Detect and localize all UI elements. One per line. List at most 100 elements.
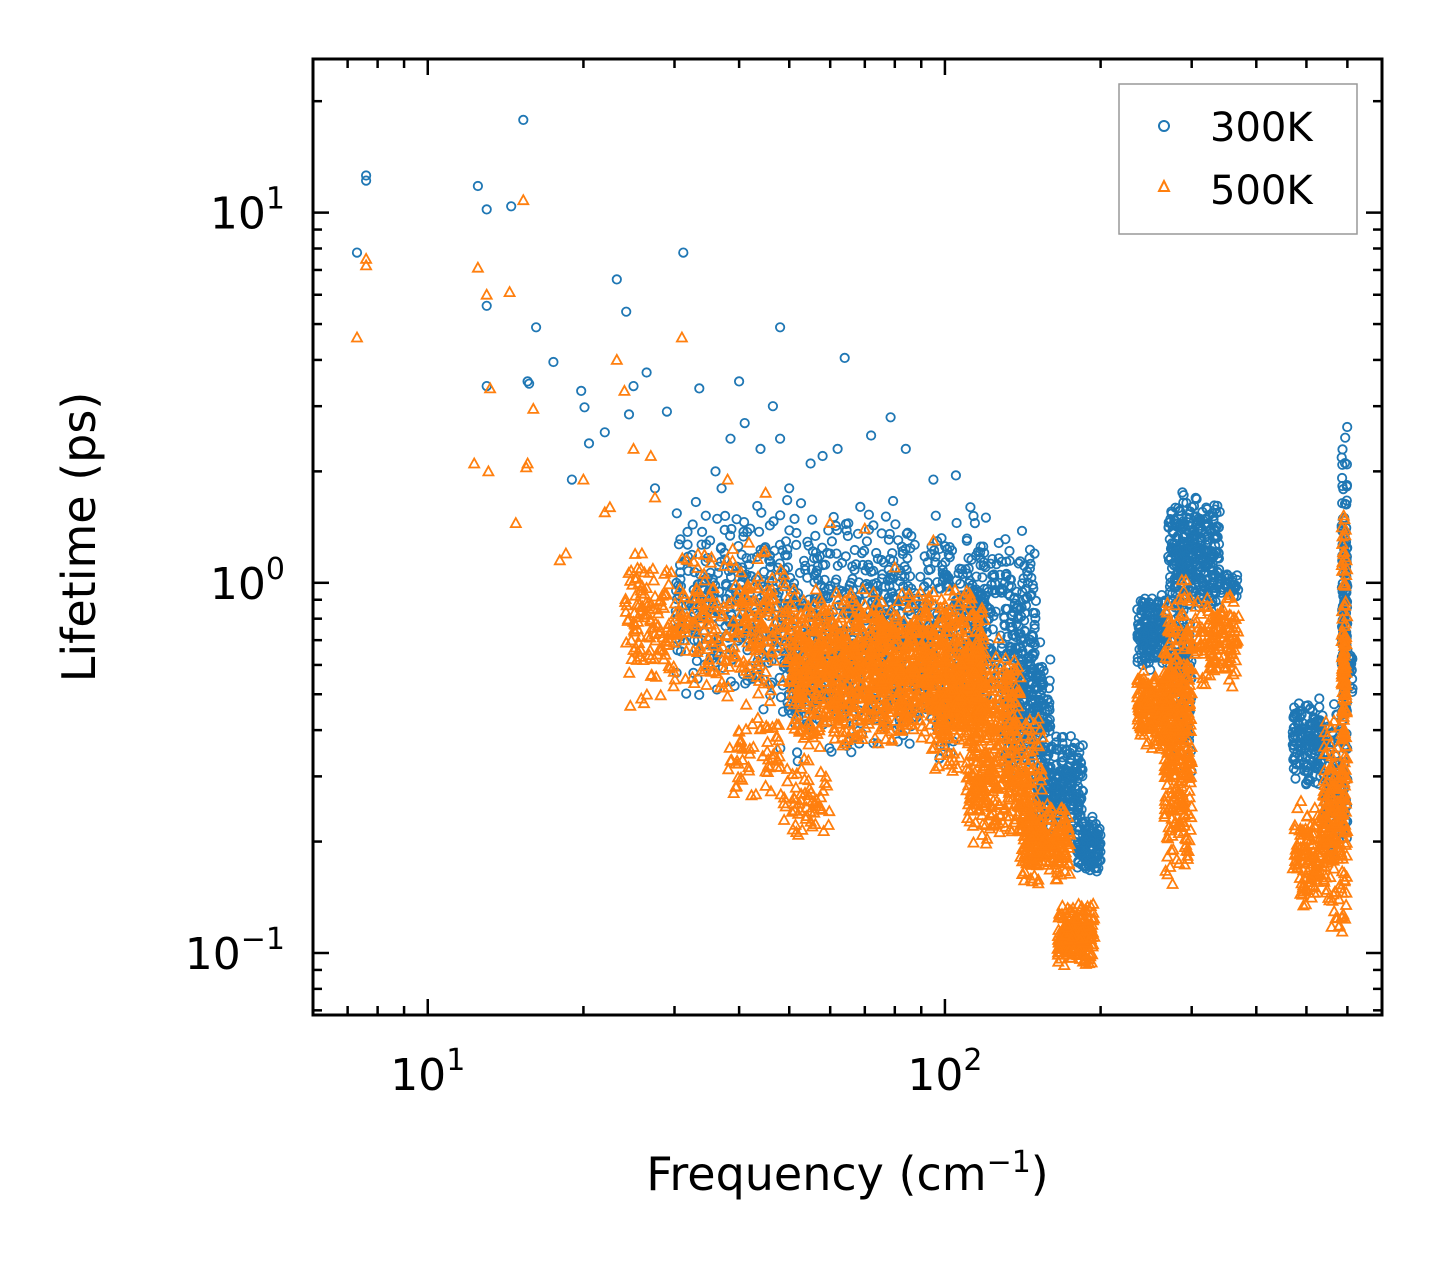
point-300K-667 [941, 578, 952, 589]
point-300K-1415 [1007, 610, 1018, 622]
point-300K-231 [871, 547, 882, 559]
point-300K-240 [782, 562, 794, 573]
point-300K-733 [840, 518, 852, 530]
point-300K-2244 [1149, 607, 1160, 619]
point-300K-736 [687, 519, 698, 530]
point-300K-438 [738, 516, 750, 528]
point-300K-675 [868, 520, 879, 531]
point-300K-67 [789, 513, 800, 525]
point-300K-658 [930, 557, 941, 568]
point-300K-175 [909, 539, 920, 550]
point-300K-1664 [1035, 695, 1047, 707]
point-300K-861 [802, 536, 813, 547]
point-300K-100 [724, 530, 736, 541]
point-300K-1379 [1013, 628, 1025, 639]
point-300K-935 [904, 738, 915, 749]
point-300K-559 [673, 539, 685, 550]
point-300K-855 [926, 541, 937, 552]
point-300K-1370 [1004, 555, 1015, 566]
point-300K-1281 [1013, 558, 1024, 569]
point-300K-436 [712, 513, 723, 524]
point-300K-1921 [1062, 781, 1073, 792]
point-300K-354 [919, 551, 930, 562]
point-300K-1368 [1016, 525, 1028, 537]
point-300K-1412 [966, 554, 977, 565]
point-300K-1637 [1014, 643, 1025, 654]
point-300K-762 [696, 526, 708, 538]
point-300K-410 [902, 527, 913, 538]
point-300K-401 [682, 526, 693, 538]
point-300K-638 [830, 520, 842, 532]
data-points [350, 114, 1358, 970]
point-300K-1937 [1077, 764, 1088, 775]
point-300K-879 [758, 566, 770, 578]
point-300K-868 [806, 564, 817, 575]
point-300K-634 [856, 547, 868, 559]
point-300K-2239 [1136, 648, 1147, 659]
point-300K-2226 [1148, 634, 1159, 646]
point-300K-1692 [1042, 715, 1054, 727]
point-300K-1621 [1045, 654, 1056, 665]
point-300K-2234 [1139, 607, 1151, 618]
point-300K-2238 [1145, 606, 1156, 617]
point-300K-802 [860, 565, 871, 576]
point-300K-1392 [1024, 544, 1036, 555]
point-300K-850 [852, 528, 864, 539]
point-300K-1618 [1024, 671, 1036, 682]
point-300K-530 [712, 567, 724, 579]
point-300K-1380 [1022, 570, 1033, 581]
point-300K-1917 [1061, 766, 1072, 777]
point-300K-414 [857, 559, 869, 571]
point-300K-6 [795, 498, 807, 509]
point-300K-1945 [1060, 793, 1071, 804]
point-300K-390 [884, 528, 895, 540]
point-300K-1434 [1007, 630, 1019, 641]
point-300K-1383 [994, 585, 1005, 597]
point-300K-1444 [1011, 619, 1022, 630]
point-300K-534 [899, 561, 910, 572]
point-300K-1366 [985, 558, 996, 569]
point-300K-288 [758, 543, 770, 554]
point-300K-42 [775, 510, 786, 521]
point-300K-866 [738, 526, 749, 538]
point-300K-1094 [791, 747, 803, 758]
point-300K-453 [791, 539, 802, 551]
point-300K-715 [809, 570, 820, 581]
point-300K-2249 [1147, 628, 1158, 639]
point-300K-832 [935, 583, 946, 594]
point-300K-365 [673, 580, 684, 591]
point-300K-1443 [988, 610, 999, 622]
point-300K-1795 [1045, 742, 1056, 754]
point-300K-1373 [1020, 583, 1032, 594]
point-300K-1385 [1028, 607, 1039, 619]
point-300K-805 [842, 530, 854, 542]
point-300K-1706 [1051, 731, 1062, 742]
point-300K-15 [719, 524, 730, 536]
point-300K-2055 [1090, 818, 1102, 830]
point-300K-1063 [824, 742, 835, 754]
point-300K-807 [943, 572, 954, 583]
point-300K-1686 [1005, 648, 1017, 659]
point-300K-160 [977, 572, 988, 583]
point-300K-430 [951, 517, 962, 529]
point-300K-2068 [1083, 825, 1094, 836]
point-300K-1856 [1051, 760, 1062, 771]
point-300K-724 [670, 585, 682, 596]
point-300K-537 [887, 495, 899, 507]
point-300K-702 [808, 553, 820, 564]
point-300K-637 [915, 571, 926, 582]
point-300K-191 [968, 510, 979, 522]
point-300K-251 [700, 510, 711, 521]
point-300K-455 [883, 534, 895, 545]
point-300K-2246 [1144, 622, 1155, 633]
point-300K-1449 [1009, 592, 1020, 603]
point-300K-266 [782, 494, 793, 506]
point-300K-640 [850, 598, 862, 609]
point-300K-1926 [1073, 753, 1084, 764]
point-300K-721 [969, 517, 981, 529]
point-300K-1868 [1041, 750, 1052, 762]
point-300K-2050 [1080, 816, 1091, 827]
point-300K-493 [836, 557, 848, 569]
point-300K-695 [939, 541, 951, 552]
point-300K-725 [943, 549, 954, 560]
